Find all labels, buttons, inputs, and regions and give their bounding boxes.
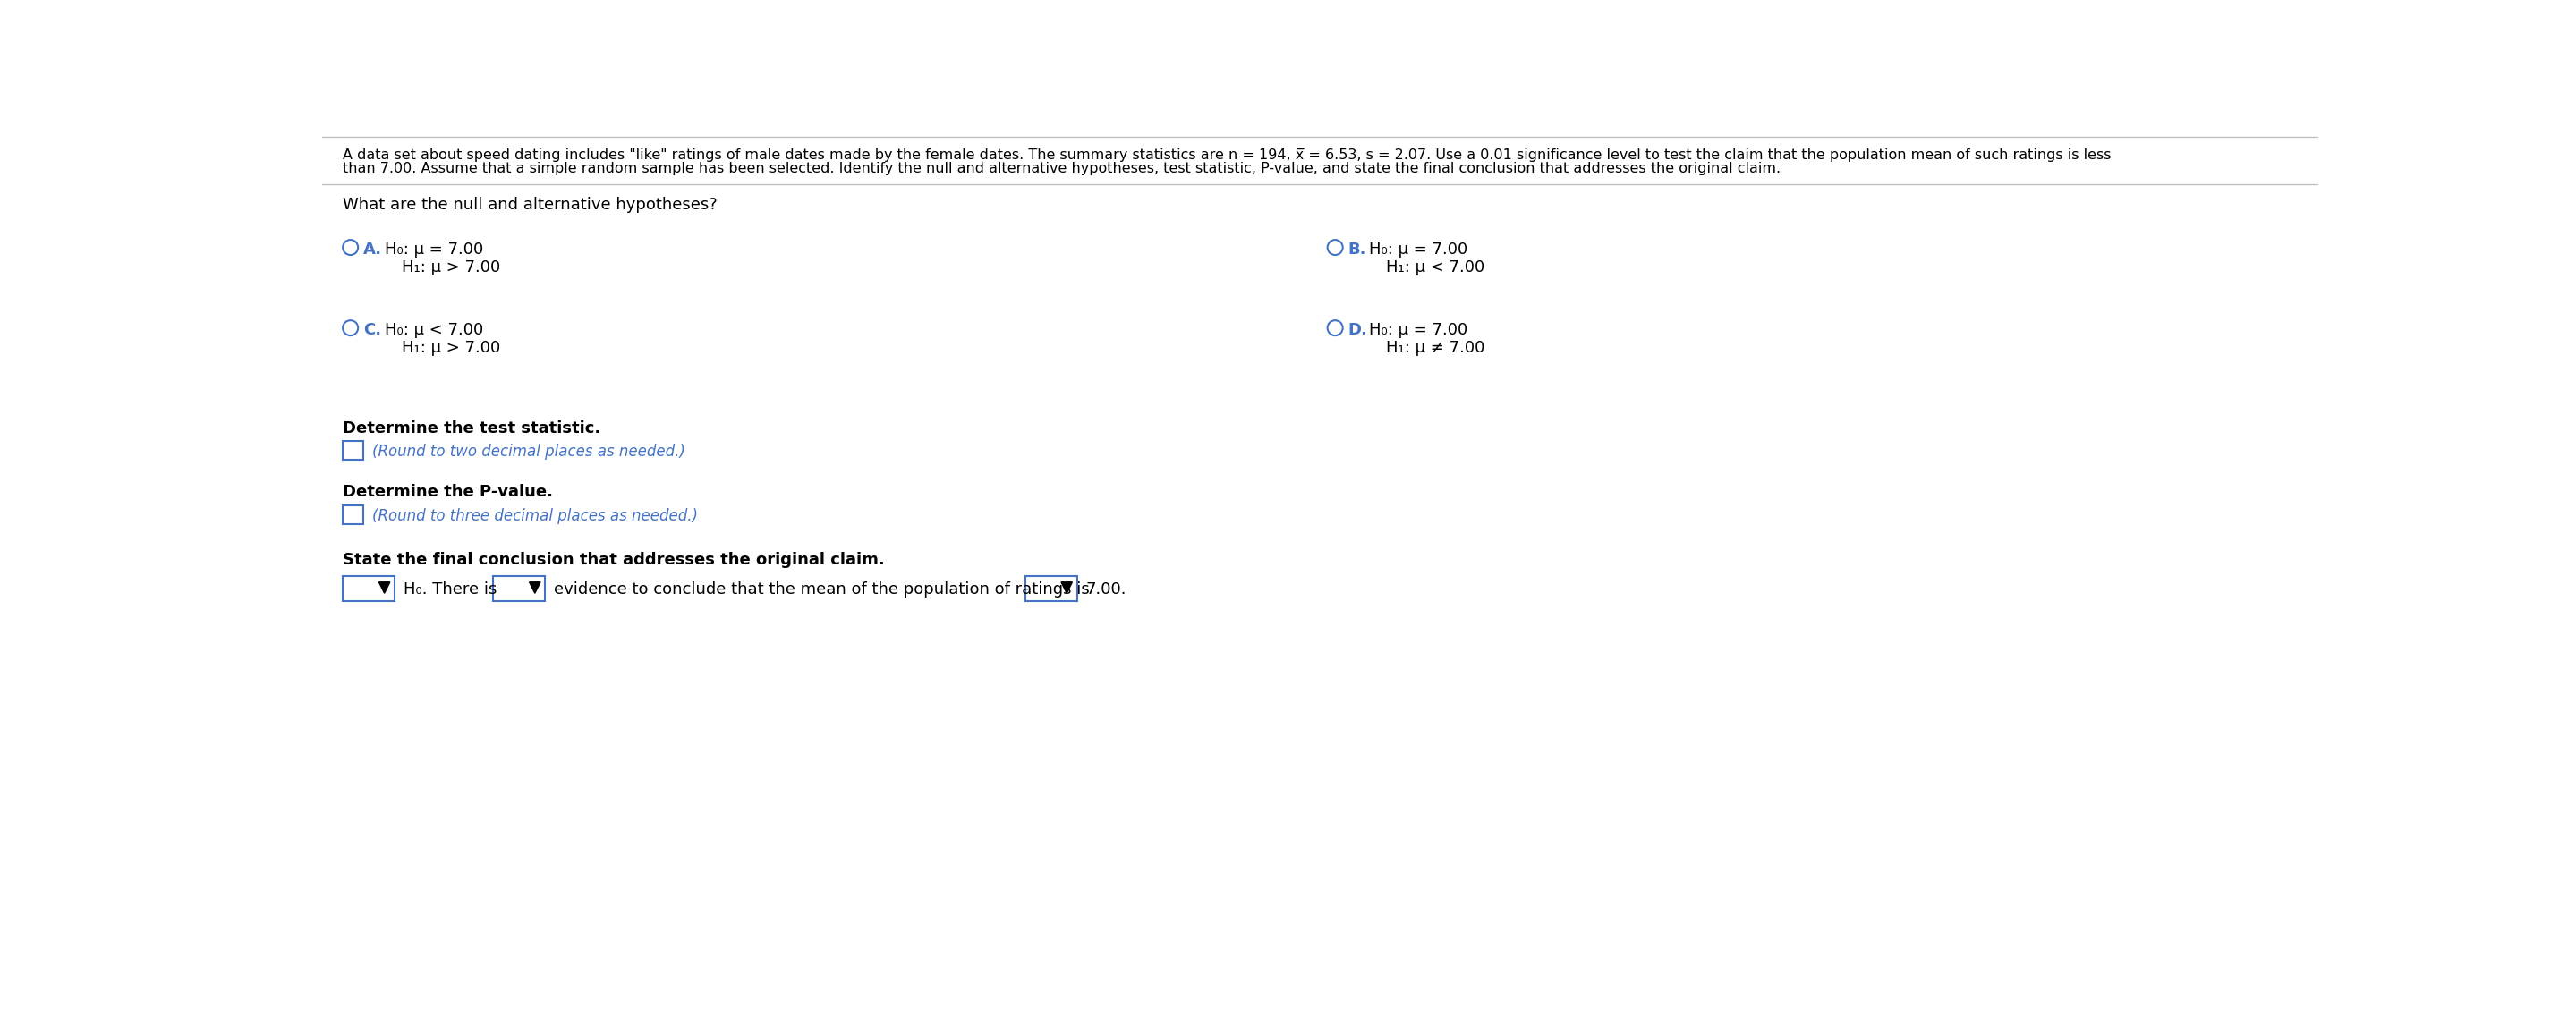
Text: than 7.00. Assume that a simple random sample has been selected. Identify the nu: than 7.00. Assume that a simple random s… [343,162,1780,176]
Text: H₁: μ > 7.00: H₁: μ > 7.00 [402,260,500,275]
Polygon shape [379,582,389,594]
Text: H₁: μ < 7.00: H₁: μ < 7.00 [1386,260,1486,275]
Bar [343,505,363,524]
Text: A data set about speed dating includes "like" ratings of male dates made by the : A data set about speed dating includes "… [343,148,2112,161]
Text: B.: B. [1347,241,1368,257]
Text: Determine the P-value.: Determine the P-value. [343,484,554,500]
Bar [343,440,363,460]
Text: 7.00.: 7.00. [1084,581,1126,598]
Text: (Round to two decimal places as needed.): (Round to two decimal places as needed.) [371,444,685,460]
Text: What are the null and alternative hypotheses?: What are the null and alternative hypoth… [343,196,719,213]
Polygon shape [528,582,541,594]
Text: H₀. There is: H₀. There is [402,581,497,598]
Text: D.: D. [1347,322,1368,338]
Bar [343,576,394,601]
Text: H₀: μ = 7.00: H₀: μ = 7.00 [384,241,484,257]
Text: H₁: μ > 7.00: H₁: μ > 7.00 [402,339,500,356]
Bar [1025,576,1077,601]
Text: State the final conclusion that addresses the original claim.: State the final conclusion that addresse… [343,552,884,568]
Text: evidence to conclude that the mean of the population of ratings is: evidence to conclude that the mean of th… [554,581,1090,598]
Bar [492,576,546,601]
Text: C.: C. [363,322,381,338]
Text: (Round to three decimal places as needed.): (Round to three decimal places as needed… [371,508,698,524]
Text: H₀: μ < 7.00: H₀: μ < 7.00 [384,322,484,338]
Polygon shape [1061,582,1072,594]
Text: H₀: μ = 7.00: H₀: μ = 7.00 [1368,322,1468,338]
Text: H₀: μ = 7.00: H₀: μ = 7.00 [1368,241,1468,257]
Text: Determine the test statistic.: Determine the test statistic. [343,420,600,436]
Text: H₁: μ ≠ 7.00: H₁: μ ≠ 7.00 [1386,339,1486,356]
Text: A.: A. [363,241,381,257]
